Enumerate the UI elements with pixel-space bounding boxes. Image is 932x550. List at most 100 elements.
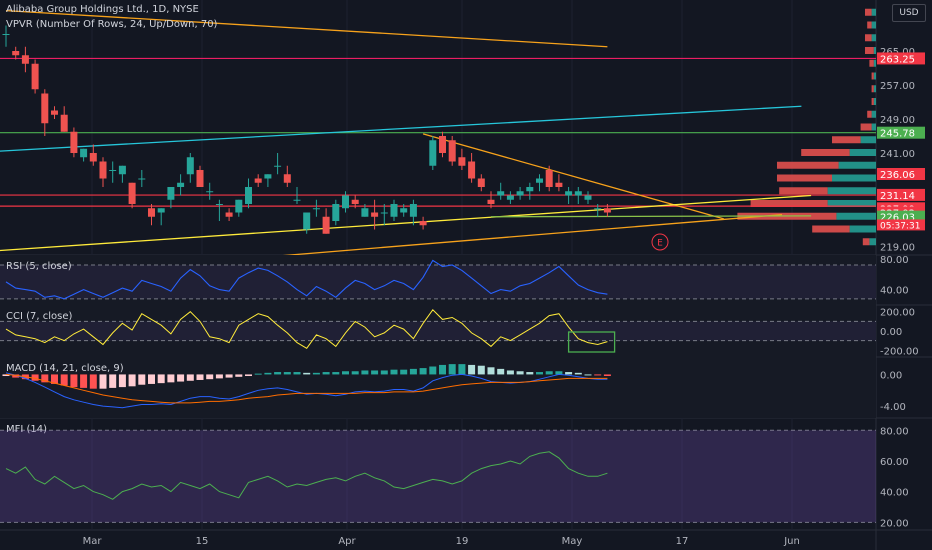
vpvr-indicator-label[interactable]: VPVR (Number Of Rows, 24, Up/Down, 70) bbox=[6, 19, 218, 30]
volume-profile-up-bar bbox=[873, 85, 876, 93]
candle-body bbox=[99, 161, 107, 179]
x-tick-label: 19 bbox=[456, 536, 469, 547]
macd-histogram-bar bbox=[506, 370, 514, 375]
price-label-value: 231.14 bbox=[880, 191, 915, 202]
mfi-axis-tick: 80.00 bbox=[880, 426, 909, 437]
macd-histogram-bar bbox=[361, 370, 369, 375]
candle-body bbox=[138, 178, 146, 180]
macd-histogram-bar bbox=[12, 374, 20, 378]
candle-body bbox=[332, 204, 340, 221]
macd-histogram-bar bbox=[31, 374, 39, 381]
macd-histogram-bar bbox=[196, 374, 204, 380]
macd-histogram-bar bbox=[293, 372, 301, 375]
macd-histogram-bar bbox=[70, 374, 78, 388]
macd-histogram-bar bbox=[167, 374, 175, 383]
candle-body bbox=[118, 165, 126, 175]
rsi-axis-tick: 40.00 bbox=[880, 286, 909, 297]
volume-profile-down-bar bbox=[871, 85, 874, 93]
volume-profile-up-bar bbox=[832, 174, 876, 182]
macd-pane-background bbox=[0, 357, 876, 418]
cci-pane-background bbox=[0, 305, 876, 357]
macd-histogram-bar bbox=[235, 374, 243, 377]
volume-profile-down-bar bbox=[779, 187, 828, 195]
x-tick-label: Jun bbox=[783, 536, 800, 547]
macd-histogram-bar bbox=[536, 372, 543, 375]
price-label-value: 226.03 bbox=[880, 213, 915, 224]
countdown-tag bbox=[877, 219, 925, 231]
trend-line bbox=[490, 215, 812, 218]
rsi-title: RSI (5, close) bbox=[6, 261, 72, 272]
trend-line bbox=[5, 9, 608, 48]
candle-body bbox=[371, 212, 379, 217]
rsi-axis-tick: 80.00 bbox=[880, 255, 909, 266]
currency-button[interactable]: USD bbox=[892, 4, 926, 22]
macd-histogram-bar bbox=[109, 374, 117, 388]
candle-body bbox=[516, 191, 524, 196]
candle-body bbox=[506, 195, 514, 200]
candle-body bbox=[148, 208, 155, 217]
mfi-band-fill bbox=[0, 430, 876, 523]
macd-histogram-bar bbox=[206, 374, 214, 380]
volume-profile-down-bar bbox=[777, 174, 832, 182]
macd-histogram-bar bbox=[380, 370, 388, 375]
candle-body bbox=[312, 208, 320, 210]
volume-profile-down-bar bbox=[869, 59, 874, 67]
macd-histogram-bar bbox=[574, 372, 582, 375]
macd-histogram-bar bbox=[594, 374, 602, 376]
candle-body bbox=[128, 182, 136, 204]
x-tick-label: Apr bbox=[338, 536, 356, 547]
x-tick-label: May bbox=[562, 536, 583, 547]
volume-profile-up-bar bbox=[860, 136, 876, 144]
candle-body bbox=[196, 170, 204, 187]
macd-histogram-bar bbox=[157, 374, 165, 384]
candle-body bbox=[245, 187, 252, 204]
candle-body bbox=[51, 110, 58, 115]
candle-body bbox=[458, 157, 466, 166]
macd-histogram-bar bbox=[274, 372, 282, 375]
macd-histogram-bar bbox=[80, 374, 88, 388]
macd-histogram-bar bbox=[51, 374, 58, 384]
macd-histogram-bar bbox=[128, 374, 136, 387]
price-axis-tick: 241.00 bbox=[880, 149, 915, 160]
candle-body bbox=[409, 204, 417, 217]
cci-axis-tick: -200.00 bbox=[880, 346, 919, 357]
cci-axis-tick: 200.00 bbox=[880, 308, 915, 319]
volume-profile-down-bar bbox=[865, 47, 874, 54]
macd-histogram-bar bbox=[526, 372, 534, 375]
x-tick-label: Mar bbox=[83, 536, 103, 547]
candle-body bbox=[477, 178, 485, 187]
candle-body bbox=[555, 182, 563, 187]
macd-histogram-bar bbox=[186, 374, 194, 381]
cci-axis-tick: 0.00 bbox=[880, 327, 902, 338]
volume-profile-down-bar bbox=[865, 8, 872, 16]
volume-profile-down-bar bbox=[867, 21, 872, 29]
volume-profile-up-bar bbox=[869, 238, 876, 246]
macd-histogram-bar bbox=[322, 372, 330, 375]
macd-histogram-bar bbox=[351, 371, 359, 375]
candle-body bbox=[254, 178, 262, 183]
macd-histogram-bar bbox=[215, 374, 223, 379]
price-axis-tick: 257.00 bbox=[880, 81, 915, 92]
volume-profile-down-bar bbox=[865, 34, 872, 42]
price-label-tag bbox=[877, 126, 925, 139]
candle-body bbox=[41, 93, 49, 124]
macd-histogram-bar bbox=[332, 372, 340, 375]
candle-body bbox=[186, 157, 194, 175]
macd-histogram-bar bbox=[429, 366, 437, 375]
macd-histogram-bar bbox=[254, 373, 262, 375]
macd-histogram-bar bbox=[312, 372, 320, 375]
macd-histogram-bar bbox=[487, 367, 495, 375]
macd-histogram-bar bbox=[419, 368, 427, 375]
volume-profile-up-bar bbox=[873, 98, 876, 105]
volume-profile-down-bar bbox=[750, 200, 828, 207]
cci-line bbox=[5, 309, 608, 349]
earnings-marker-icon bbox=[651, 233, 669, 251]
mfi-axis-tick: 40.00 bbox=[880, 488, 909, 499]
macd-histogram-bar bbox=[303, 372, 311, 375]
mfi-line bbox=[5, 451, 608, 500]
volume-profile-down-bar bbox=[867, 110, 872, 118]
volume-profile-up-bar bbox=[838, 161, 876, 169]
candle-body bbox=[574, 191, 582, 196]
macd-histogram-bar bbox=[371, 370, 379, 375]
